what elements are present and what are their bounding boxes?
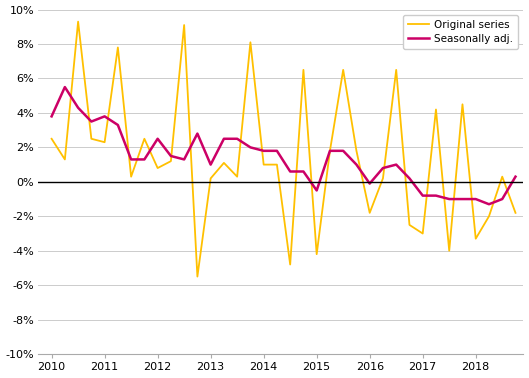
Seasonally adj.: [406, 176, 413, 181]
Original series: [512, 211, 518, 215]
Original series: [115, 45, 121, 50]
Seasonally adj.: [115, 123, 121, 127]
Original series: [419, 231, 426, 236]
Original series: [273, 162, 280, 167]
Original series: [194, 274, 200, 279]
Seasonally adj.: [128, 157, 134, 162]
Original series: [234, 174, 240, 179]
Original series: [154, 166, 161, 170]
Seasonally adj.: [419, 194, 426, 198]
Seasonally adj.: [207, 162, 214, 167]
Original series: [181, 23, 187, 27]
Seasonally adj.: [88, 119, 95, 124]
Seasonally adj.: [512, 174, 518, 179]
Seasonally adj.: [314, 188, 320, 193]
Seasonally adj.: [234, 136, 240, 141]
Seasonally adj.: [102, 114, 108, 119]
Seasonally adj.: [459, 197, 466, 201]
Original series: [486, 214, 492, 218]
Seasonally adj.: [433, 194, 439, 198]
Original series: [300, 68, 307, 72]
Original series: [406, 223, 413, 227]
Original series: [221, 161, 227, 165]
Original series: [367, 211, 373, 215]
Seasonally adj.: [154, 136, 161, 141]
Original series: [433, 107, 439, 112]
Seasonally adj.: [499, 197, 505, 201]
Seasonally adj.: [380, 166, 386, 170]
Seasonally adj.: [181, 157, 187, 162]
Seasonally adj.: [327, 149, 333, 153]
Original series: [141, 136, 148, 141]
Original series: [380, 176, 386, 181]
Seasonally adj.: [353, 162, 360, 167]
Original series: [499, 174, 505, 179]
Original series: [102, 140, 108, 144]
Original series: [62, 157, 68, 162]
Line: Original series: Original series: [52, 22, 515, 277]
Original series: [168, 159, 174, 163]
Seasonally adj.: [393, 162, 399, 167]
Seasonally adj.: [247, 145, 253, 150]
Seasonally adj.: [472, 197, 479, 201]
Original series: [327, 149, 333, 153]
Original series: [287, 262, 294, 267]
Original series: [393, 68, 399, 72]
Original series: [260, 162, 267, 167]
Seasonally adj.: [486, 202, 492, 206]
Original series: [353, 149, 360, 153]
Original series: [446, 248, 452, 253]
Seasonally adj.: [141, 157, 148, 162]
Original series: [88, 136, 95, 141]
Original series: [314, 252, 320, 256]
Original series: [49, 136, 55, 141]
Original series: [128, 174, 134, 179]
Seasonally adj.: [340, 149, 346, 153]
Legend: Original series, Seasonally adj.: Original series, Seasonally adj.: [403, 15, 518, 50]
Seasonally adj.: [194, 131, 200, 136]
Seasonally adj.: [287, 169, 294, 174]
Seasonally adj.: [260, 149, 267, 153]
Original series: [340, 68, 346, 72]
Original series: [459, 102, 466, 107]
Line: Seasonally adj.: Seasonally adj.: [52, 87, 515, 204]
Original series: [75, 19, 81, 24]
Seasonally adj.: [49, 114, 55, 119]
Seasonally adj.: [300, 169, 307, 174]
Seasonally adj.: [367, 181, 373, 186]
Seasonally adj.: [446, 197, 452, 201]
Original series: [207, 176, 214, 181]
Seasonally adj.: [273, 149, 280, 153]
Seasonally adj.: [221, 136, 227, 141]
Seasonally adj.: [62, 85, 68, 89]
Seasonally adj.: [168, 154, 174, 158]
Seasonally adj.: [75, 105, 81, 110]
Original series: [472, 236, 479, 241]
Original series: [247, 40, 253, 45]
